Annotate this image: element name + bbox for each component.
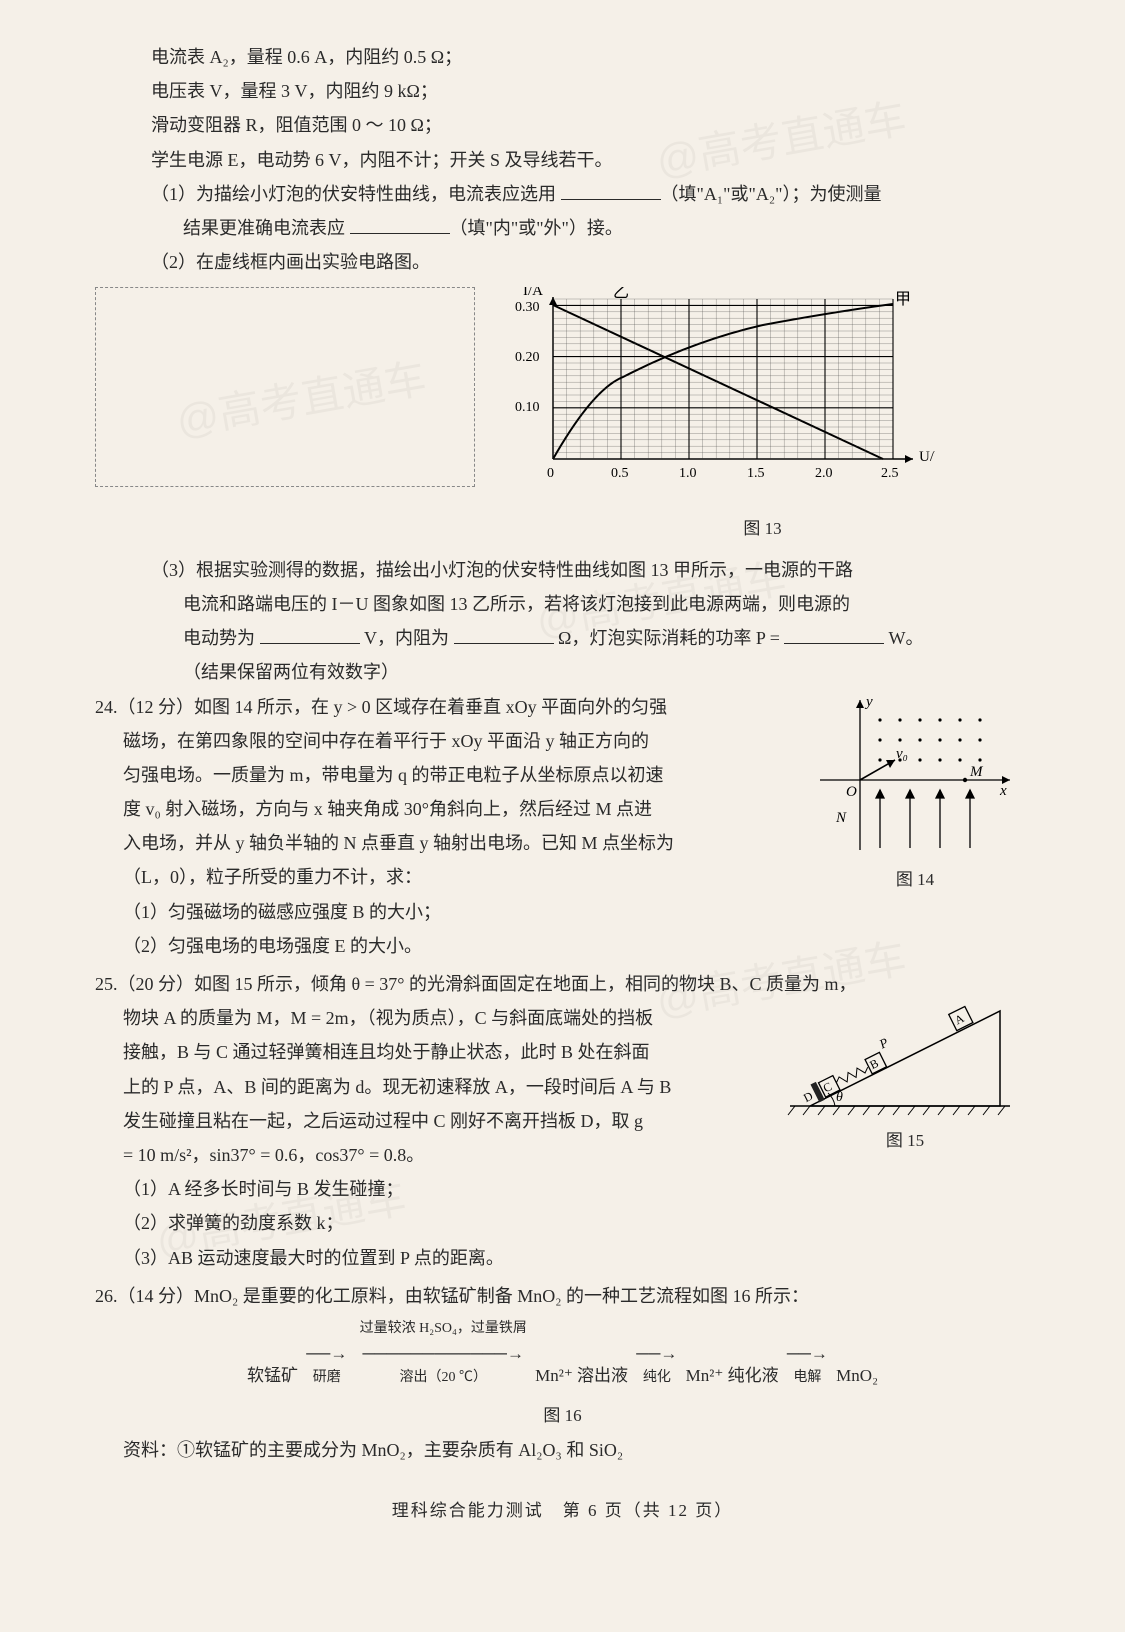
svg-text:0.5: 0.5 — [611, 466, 629, 481]
flow-16: 软锰矿 ──→研磨 过量较浓 H₂SO₄，过量铁屑────────────→溶出… — [95, 1321, 1030, 1392]
text: 电动势为 — [183, 628, 260, 648]
blank-field[interactable] — [260, 624, 360, 644]
q23-part3-l2: 电流和路端电压的 I－U 图象如图 13 乙所示，若将该灯泡接到此电源两端，则电… — [95, 587, 1030, 621]
text: （1）为描绘小灯泡的伏安特性曲线，电流表应选用 — [151, 184, 561, 204]
flow-node: Mn²⁺ 纯化液 — [686, 1366, 779, 1385]
q23-part3-l3: 电动势为 V，内阻为 Ω，灯泡实际消耗的功率 P = W。 — [95, 621, 1030, 655]
flow-arrow: ──→电解 — [783, 1321, 832, 1387]
text: （填"内"或"外"）接。 — [450, 218, 623, 238]
svg-text:0.10: 0.10 — [515, 400, 540, 415]
svg-text:x: x — [999, 783, 1007, 799]
blank-field[interactable] — [454, 624, 554, 644]
svg-text:D: D — [801, 1089, 815, 1106]
flow-node: MnO₂ — [836, 1366, 878, 1385]
q25: 25.（20 分）如图 15 所示，倾角 θ = 37° 的光滑斜面固定在地面上… — [95, 967, 1030, 1275]
text: 如图 15 所示，倾角 θ = 37° 的光滑斜面固定在地面上，相同的物块 B、… — [194, 974, 856, 994]
svg-text:2.5: 2.5 — [881, 466, 899, 481]
flow-node: 软锰矿 — [247, 1366, 298, 1385]
text: V，内阻为 — [360, 628, 454, 648]
svg-text:N: N — [835, 810, 847, 826]
svg-text:2.0: 2.0 — [815, 466, 833, 481]
fig15-caption: 图 15 — [780, 1125, 1030, 1157]
text: （1）匀强磁场的磁感应强度 B 的大小； — [95, 895, 1030, 929]
svg-text:O: O — [846, 784, 857, 800]
q-num: 24. — [95, 697, 118, 717]
flow-node: Mn²⁺ 溶出液 — [535, 1366, 628, 1385]
svg-text:0.30: 0.30 — [515, 300, 540, 315]
text: Ω，灯泡实际消耗的功率 P = — [554, 628, 785, 648]
text: 如图 14 所示，在 y > 0 区域存在着垂直 xOy 平面向外的匀强 — [194, 697, 667, 717]
svg-text:C: C — [821, 1079, 834, 1095]
fig14-caption: 图 14 — [800, 864, 1030, 896]
text: MnO₂ 是重要的化工原料，由软锰矿制备 MnO₂ 的一种工艺流程如图 16 所… — [194, 1286, 809, 1306]
svg-text:v₀: v₀ — [896, 746, 908, 762]
q23-part1: （1）为描绘小灯泡的伏安特性曲线，电流表应选用 （填"A₁"或"A₂"）；为使测… — [95, 177, 1030, 211]
fig16-caption: 图 16 — [95, 1400, 1030, 1432]
svg-text:0.20: 0.20 — [515, 350, 540, 365]
q-num: 25. — [95, 974, 118, 994]
equip-line: 电压表 V，量程 3 V，内阻约 9 kΩ； — [95, 74, 1030, 108]
svg-text:0: 0 — [547, 466, 554, 481]
text: （1）A 经多长时间与 B 发生碰撞； — [95, 1172, 1030, 1206]
jia-label: 甲 — [895, 291, 911, 308]
svg-text:y: y — [864, 694, 873, 710]
text: 资料：①软锰矿的主要成分为 MnO₂，主要杂质有 Al₂O₃ 和 SiO₂ — [95, 1433, 1030, 1467]
circuit-drawing-box[interactable] — [95, 287, 475, 487]
text: （填"A₁"或"A₂"）；为使测量 — [661, 184, 882, 204]
chart-13: I/A 乙 甲 U/V 0.10 0.20 0.30 0 0.5 1.0 1.5… — [495, 287, 1030, 544]
q23-part1-cont: 结果更准确电流表应 （填"内"或"外"）接。 — [95, 211, 1030, 245]
text: 结果更准确电流表应 — [183, 218, 350, 238]
equip-line: 电流表 A₂，量程 0.6 A，内阻约 0.5 Ω； — [95, 40, 1030, 74]
q-num: 26. — [95, 1286, 118, 1306]
q23-part3-l1: （3）根据实验测得的数据，描绘出小灯泡的伏安特性曲线如图 13 甲所示，一电源的… — [95, 553, 1030, 587]
fig13-caption: 图 13 — [495, 513, 1030, 545]
chart-svg: I/A 乙 甲 U/V 0.10 0.20 0.30 0 0.5 1.0 1.5… — [495, 287, 935, 497]
q-pts: （12 分） — [118, 697, 195, 717]
equip-line: 学生电源 E，电动势 6 V，内阻不计；开关 S 及导线若干。 — [95, 143, 1030, 177]
flow-arrow: ──→研磨 — [302, 1321, 351, 1387]
q23-part3-l4: （结果保留两位有效数字） — [95, 655, 1030, 689]
figure-row: I/A 乙 甲 U/V 0.10 0.20 0.30 0 0.5 1.0 1.5… — [95, 287, 1030, 544]
q26: 26.（14 分）MnO₂ 是重要的化工原料，由软锰矿制备 MnO₂ 的一种工艺… — [95, 1279, 1030, 1467]
svg-text:P: P — [876, 1035, 891, 1052]
q-pts: （20 分） — [118, 974, 195, 994]
xlabel: U/V — [919, 449, 935, 465]
svg-text:1.0: 1.0 — [679, 466, 697, 481]
fig15: θ C B A P D 图 15 — [780, 1001, 1030, 1157]
flow-arrow: 过量较浓 H₂SO₄，过量铁屑────────────→溶出（20 ℃） — [356, 1321, 531, 1387]
text: （2）求弹簧的劲度系数 k； — [95, 1206, 1030, 1240]
text: （3）AB 运动速度最大时的位置到 P 点的距离。 — [95, 1241, 1030, 1275]
q23-part2: （2）在虚线框内画出实验电路图。 — [95, 245, 1030, 279]
svg-text:M: M — [969, 764, 984, 780]
blank-field[interactable] — [350, 214, 450, 234]
blank-field[interactable] — [561, 180, 661, 200]
text: W。 — [884, 628, 923, 648]
q-pts: （14 分） — [118, 1286, 195, 1306]
page-footer: 理科综合能力测试 第 6 页（共 12 页） — [95, 1495, 1030, 1527]
svg-text:B: B — [867, 1056, 880, 1072]
text: （2）匀强电场的电场强度 E 的大小。 — [95, 929, 1030, 963]
equip-line: 滑动变阻器 R，阻值范围 0 ～ 10 Ω； — [95, 108, 1030, 142]
svg-text:θ: θ — [836, 1090, 843, 1105]
fig14: x y O v₀ M — [800, 690, 1030, 896]
svg-text:1.5: 1.5 — [747, 466, 765, 481]
blank-field[interactable] — [784, 624, 884, 644]
flow-arrow: ──→纯化 — [632, 1321, 681, 1387]
ylabel: I/A — [523, 287, 543, 299]
q24: x y O v₀ M — [95, 690, 1030, 964]
